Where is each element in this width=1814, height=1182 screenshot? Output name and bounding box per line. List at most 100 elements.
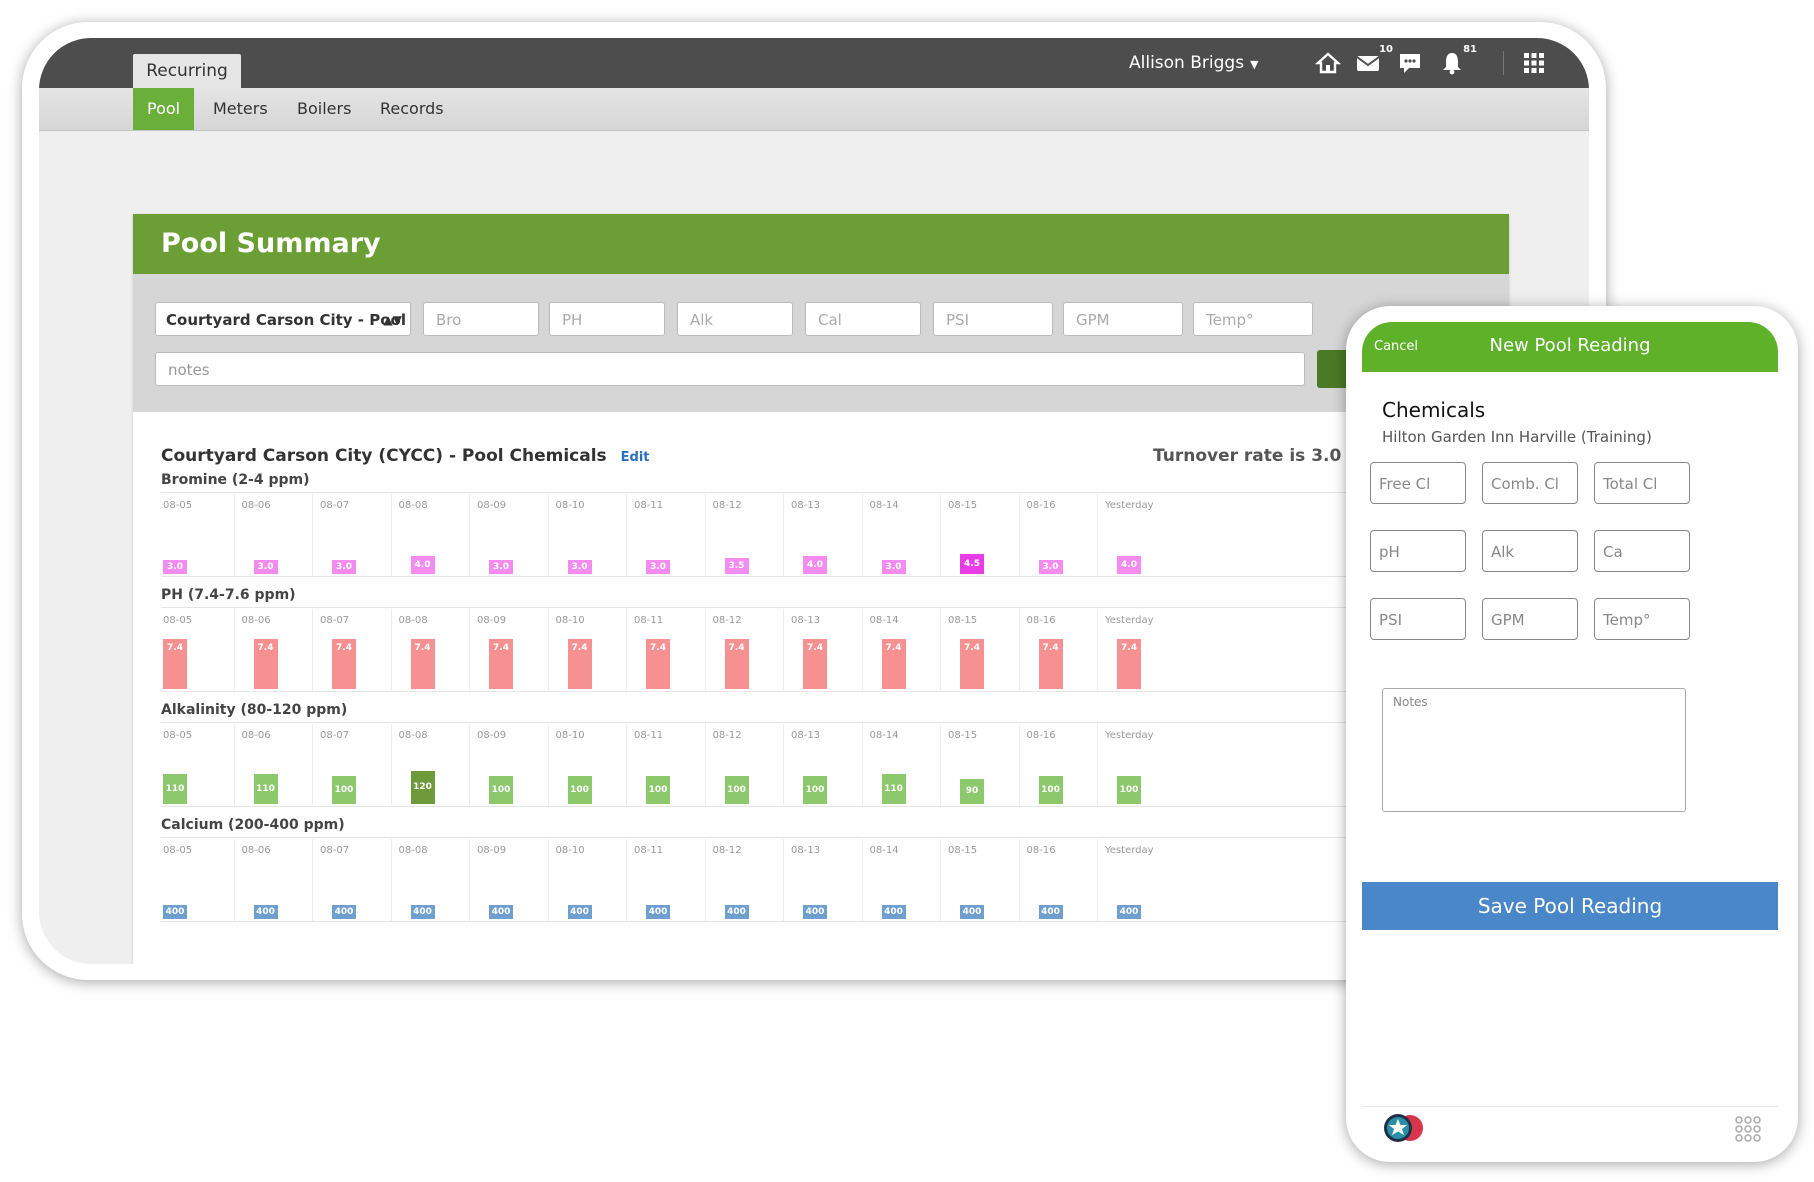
- reading-bar[interactable]: 400: [163, 905, 187, 919]
- date-label: Yesterday: [1105, 845, 1154, 856]
- reading-bar[interactable]: 3.0: [881, 560, 906, 574]
- category-label: PH (7.4-7.6 ppm): [161, 587, 296, 603]
- alk-field-input[interactable]: Alk: [1482, 530, 1578, 572]
- reading-bar[interactable]: 100: [1038, 776, 1063, 804]
- reading-bar[interactable]: 110: [881, 773, 906, 804]
- alk-input[interactable]: Alk: [677, 302, 793, 336]
- reading-bar[interactable]: 110: [163, 773, 187, 804]
- column-divider: [704, 839, 706, 921]
- reading-bar[interactable]: 7.4: [332, 639, 356, 689]
- reading-bar[interactable]: 4.0: [803, 556, 827, 574]
- column-divider: [704, 724, 706, 806]
- mail-icon[interactable]: 10: [1355, 44, 1393, 76]
- free-cl-input[interactable]: Free Cl: [1370, 462, 1466, 504]
- reading-bar[interactable]: 120: [410, 771, 435, 804]
- gpm-field-input[interactable]: GPM: [1482, 598, 1578, 640]
- reading-bar[interactable]: 7.4: [567, 639, 592, 689]
- reading-bar[interactable]: 4.0: [1117, 556, 1141, 574]
- cancel-button[interactable]: Cancel: [1374, 339, 1419, 354]
- reading-bar[interactable]: 110: [253, 773, 278, 804]
- reading-bar[interactable]: 3.0: [253, 560, 278, 574]
- tablet-frame: Recurring Allison Briggs ▼ 10 81: [22, 22, 1606, 980]
- reading-bar[interactable]: 400: [410, 905, 435, 919]
- subnav-boilers[interactable]: Boilers: [297, 99, 352, 118]
- app-menu-grid-icon[interactable]: [1734, 1115, 1762, 1143]
- reading-bar[interactable]: 100: [332, 776, 356, 804]
- reading-bar[interactable]: 400: [960, 905, 984, 919]
- chat-icon[interactable]: [1397, 50, 1423, 76]
- reading-bar[interactable]: 3.5: [724, 558, 749, 574]
- reading-bar[interactable]: 3.0: [1038, 560, 1063, 574]
- mail-badge: 10: [1379, 44, 1393, 55]
- reading-bar[interactable]: 400: [724, 905, 749, 919]
- reading-bar[interactable]: 7.4: [1038, 639, 1063, 689]
- reading-bar[interactable]: 7.4: [724, 639, 749, 689]
- reading-bar[interactable]: 400: [881, 905, 906, 919]
- temp-input[interactable]: Temp°: [1193, 302, 1313, 336]
- ph-field-input[interactable]: pH: [1370, 530, 1466, 572]
- date-label: 08-11: [634, 500, 664, 511]
- psi-input[interactable]: PSI: [933, 302, 1053, 336]
- subnav-meters[interactable]: Meters: [213, 99, 268, 118]
- notes-input[interactable]: notes: [155, 352, 1305, 386]
- user-menu[interactable]: Allison Briggs ▼: [1129, 38, 1259, 88]
- reading-bar[interactable]: 100: [646, 776, 670, 804]
- reading-bar[interactable]: 400: [1038, 905, 1063, 919]
- reading-bar[interactable]: 90: [960, 778, 984, 804]
- reading-bar[interactable]: 7.4: [646, 639, 670, 689]
- row-divider: [161, 806, 1491, 807]
- subnav-pool[interactable]: Pool: [133, 88, 195, 130]
- edit-link[interactable]: Edit: [620, 450, 650, 465]
- ph-input[interactable]: PH: [549, 302, 665, 336]
- notes-textarea[interactable]: Notes: [1382, 688, 1686, 812]
- reading-bar[interactable]: 400: [489, 905, 513, 919]
- reading-bar[interactable]: 100: [803, 776, 827, 804]
- reading-bar[interactable]: 4.5: [960, 554, 984, 574]
- home-icon[interactable]: [1314, 50, 1342, 76]
- psi-field-input[interactable]: PSI: [1370, 598, 1466, 640]
- reading-bar[interactable]: 7.4: [163, 639, 187, 689]
- tab-recurring[interactable]: Recurring: [133, 54, 241, 88]
- ca-field-input[interactable]: Ca: [1594, 530, 1690, 572]
- reading-bar[interactable]: 3.0: [489, 560, 513, 574]
- reading-bar[interactable]: 7.4: [881, 639, 906, 689]
- reading-bar[interactable]: 3.0: [646, 560, 670, 574]
- reading-bar[interactable]: 400: [803, 905, 827, 919]
- reading-bar[interactable]: 7.4: [1117, 639, 1141, 689]
- comb-cl-input[interactable]: Comb. Cl: [1482, 462, 1578, 504]
- column-divider: [233, 609, 235, 691]
- apps-grid-icon[interactable]: [1521, 50, 1547, 76]
- reading-bar[interactable]: 400: [646, 905, 670, 919]
- reading-bar[interactable]: 100: [489, 776, 513, 804]
- bromine-input[interactable]: Bro: [423, 302, 539, 336]
- reading-bar[interactable]: 7.4: [960, 639, 984, 689]
- temp-field-input[interactable]: Temp°: [1594, 598, 1690, 640]
- reading-bar[interactable]: 7.4: [253, 639, 278, 689]
- date-label: 08-06: [241, 845, 271, 856]
- reading-bar[interactable]: 400: [1117, 905, 1141, 919]
- reading-bar[interactable]: 3.0: [332, 560, 356, 574]
- subnav-records[interactable]: Records: [380, 99, 444, 118]
- reading-bar[interactable]: 3.0: [567, 560, 592, 574]
- column-divider: [861, 494, 863, 576]
- reading-bar[interactable]: 400: [567, 905, 592, 919]
- gpm-input[interactable]: GPM: [1063, 302, 1183, 336]
- reading-bar[interactable]: 400: [253, 905, 278, 919]
- topbar-divider: [1503, 51, 1504, 75]
- reading-bar[interactable]: 7.4: [489, 639, 513, 689]
- total-cl-input[interactable]: Total Cl: [1594, 462, 1690, 504]
- reading-bar[interactable]: 100: [1117, 776, 1141, 804]
- save-pool-reading-button[interactable]: Save Pool Reading: [1362, 882, 1778, 930]
- reading-bar[interactable]: 400: [332, 905, 356, 919]
- bell-icon[interactable]: 81: [1439, 44, 1477, 76]
- reading-bar[interactable]: 4.0: [410, 556, 435, 574]
- reading-bar[interactable]: 100: [724, 776, 749, 804]
- reading-bar[interactable]: 100: [567, 776, 592, 804]
- reading-bar[interactable]: 7.4: [803, 639, 827, 689]
- reading-entry-bar: Courtyard Carson City - Pool ▲▼ Bro PH A…: [133, 274, 1509, 412]
- app-logo-icon[interactable]: [1382, 1113, 1428, 1143]
- reading-bar[interactable]: 7.4: [410, 639, 435, 689]
- cal-input[interactable]: Cal: [805, 302, 921, 336]
- reading-bar[interactable]: 3.0: [163, 560, 187, 574]
- pool-select[interactable]: Courtyard Carson City - Pool ▲▼: [155, 302, 411, 336]
